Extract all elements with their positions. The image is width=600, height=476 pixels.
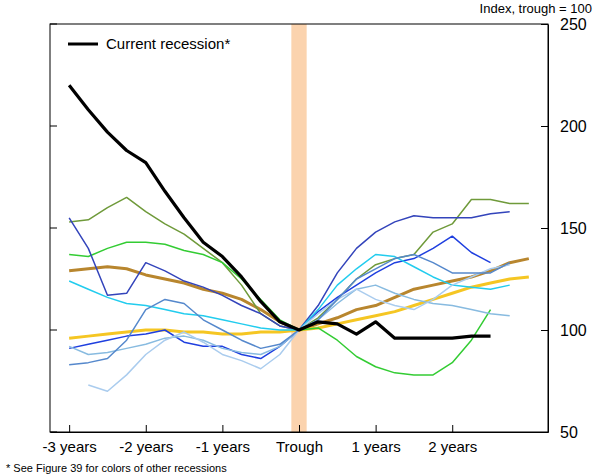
y-tick-mark <box>50 432 57 433</box>
y-tick-mark <box>541 228 548 229</box>
legend-swatch <box>68 43 98 46</box>
plot-area: -3 years -2 years -1 years Trough 1 years 2 y… <box>43 16 587 455</box>
x-tick-mark <box>452 425 453 432</box>
x-tick-mark <box>222 425 223 432</box>
y-tick-mark <box>541 432 548 433</box>
series-line <box>69 85 490 338</box>
x-tick: -2 years <box>119 425 173 455</box>
x-tick-label: -2 years <box>119 438 173 455</box>
x-axis: -3 years -2 years -1 years Trough 1 years 2 y… <box>43 425 549 455</box>
y-tick-label: 150 <box>560 220 587 237</box>
x-tick: 2 years <box>428 425 477 455</box>
x-tick: Trough <box>276 425 323 455</box>
y-tick: 200 <box>541 118 587 135</box>
x-tick-label: 2 years <box>428 438 477 455</box>
footnote: * See Figure 39 for colors of other rece… <box>6 462 227 474</box>
x-tick-label: 1 years <box>352 438 401 455</box>
y-tick-mark <box>541 330 548 331</box>
series-line <box>69 212 510 330</box>
x-tick: 1 years <box>352 425 401 455</box>
y-axis-line <box>548 25 549 433</box>
y-tick-mark <box>541 126 548 127</box>
y-tick-mark <box>50 330 57 331</box>
y-tick-label: 50 <box>560 424 578 441</box>
x-tick: -3 years <box>43 425 97 455</box>
series-line <box>69 197 529 330</box>
y-tick-label: 250 <box>560 16 587 33</box>
x-tick-mark <box>299 425 300 432</box>
x-axis-line <box>51 432 549 433</box>
series-line <box>88 265 509 391</box>
legend-label: Current recession* <box>106 35 230 52</box>
y-tick-mark <box>50 228 57 229</box>
x-tick-label: Trough <box>276 438 323 455</box>
trough-band <box>291 24 306 432</box>
y-tick: 250 <box>541 16 587 33</box>
y-left-ticks <box>50 24 57 432</box>
chart: -3 years -2 years -1 years Trough 1 years 2 y… <box>0 0 600 476</box>
x-tick-mark <box>69 425 70 432</box>
y-tick-mark <box>50 24 57 25</box>
series-line <box>69 255 510 365</box>
y-tick-mark <box>541 24 548 25</box>
x-tick-mark <box>376 425 377 432</box>
y-tick-label: 200 <box>560 118 587 135</box>
x-tick-label: -1 years <box>196 438 250 455</box>
y-tick: 100 <box>541 322 587 339</box>
x-tick-label: -3 years <box>43 438 97 455</box>
series-line <box>69 285 510 354</box>
x-tick: -1 years <box>196 425 250 455</box>
series-line <box>69 259 529 330</box>
y-tick-label: 100 <box>560 322 587 339</box>
plot-frame <box>50 24 548 432</box>
y-tick-mark <box>50 126 57 127</box>
x-tick-mark <box>146 425 147 432</box>
y-axis-title: Index, trough = 100 <box>480 1 592 16</box>
legend: Current recession* <box>68 35 230 52</box>
series-line <box>69 236 490 358</box>
y-tick: 50 <box>541 424 578 441</box>
marks <box>69 24 529 432</box>
y-tick: 150 <box>541 220 587 237</box>
y-axis: 50 100 150 200 250 <box>541 16 587 441</box>
